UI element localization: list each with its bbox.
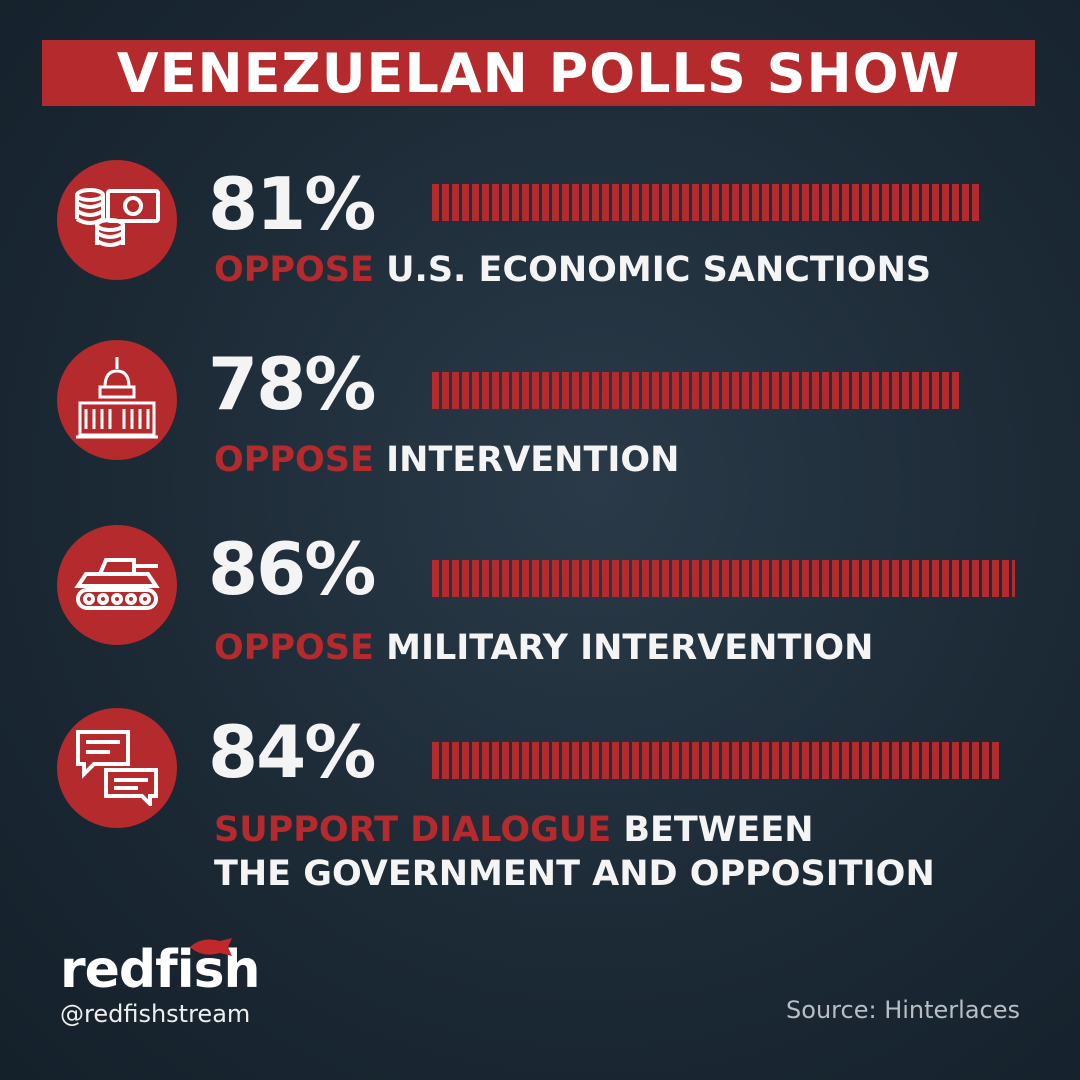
fish-icon [190, 938, 232, 956]
percent-value: 78% [208, 342, 376, 426]
bar-label: SUPPORT DIALOGUE BETWEEN THE GOVERNMENT A… [214, 808, 935, 896]
bar-label: OPPOSE U.S. ECONOMIC SANCTIONS [214, 250, 931, 290]
label-text: MILITARY INTERVENTION [386, 628, 874, 668]
social-handle: @redfishstream [60, 1000, 251, 1028]
label-highlight: OPPOSE [214, 440, 374, 480]
bar-label: OPPOSE MILITARY INTERVENTION [214, 628, 873, 668]
label-text-line2: THE GOVERNMENT AND OPPOSITION [214, 854, 935, 894]
money-coins-icon [72, 183, 162, 257]
label-highlight: OPPOSE [214, 628, 374, 668]
tank-badge [57, 525, 177, 645]
percent-value: 86% [208, 527, 376, 611]
percent-value: 81% [208, 162, 376, 246]
chat-bubbles-icon [72, 726, 162, 810]
tank-icon [72, 548, 162, 622]
bar-81 [432, 184, 982, 221]
money-coins-badge [57, 160, 177, 280]
bar-78 [432, 372, 961, 409]
label-highlight: OPPOSE [214, 250, 374, 290]
capitol-building-badge [57, 340, 177, 460]
source-note: Source: Hinterlaces [786, 996, 1020, 1024]
capitol-building-icon [72, 353, 162, 447]
label-text: INTERVENTION [386, 440, 680, 480]
bar-86 [432, 560, 1016, 597]
title-banner: VENEZUELAN POLLS SHOW [42, 40, 1035, 106]
bar-label: OPPOSE INTERVENTION [214, 440, 679, 480]
label-text: BETWEEN [623, 810, 814, 850]
percent-value: 84% [208, 710, 376, 794]
bar-84 [432, 742, 1002, 779]
title: VENEZUELAN POLLS SHOW [116, 41, 961, 105]
label-text: U.S. ECONOMIC SANCTIONS [386, 250, 932, 290]
label-highlight: SUPPORT DIALOGUE [214, 810, 612, 850]
chat-bubbles-badge [57, 708, 177, 828]
